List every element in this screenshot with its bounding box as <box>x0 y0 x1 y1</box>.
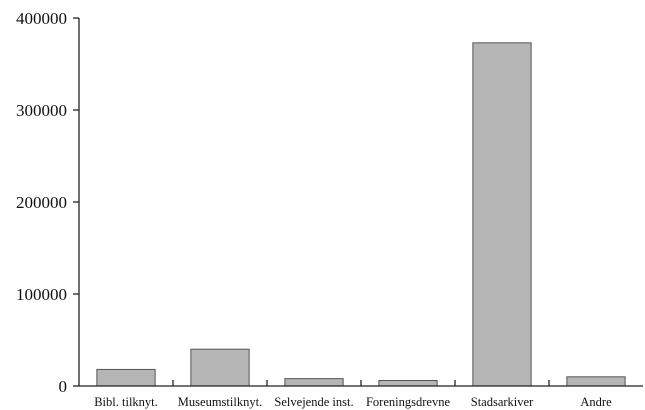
bar-0 <box>96 368 156 387</box>
bar-3 <box>378 379 438 387</box>
x-category-label: Stadsarkiver <box>471 395 534 409</box>
bar-5 <box>566 376 626 387</box>
y-tick-label: 100000 <box>16 285 67 304</box>
y-axis-ticks: 0 100000 200000 300000 400000 <box>16 9 79 396</box>
bars <box>96 42 626 387</box>
bar-2 <box>284 378 344 387</box>
x-axis-labels: Bibl. tilknyt. Museumstilknyt. Selvejende … <box>94 380 612 409</box>
x-category-label: Selvejende inst. <box>274 395 353 409</box>
bar-1 <box>190 348 250 387</box>
bar-4 <box>472 42 532 387</box>
x-category-label: Bibl. tilknyt. <box>94 395 158 409</box>
y-tick-label: 300000 <box>16 101 67 120</box>
y-tick-label: 0 <box>59 377 68 396</box>
x-category-label: Museumstilknyt. <box>178 395 262 409</box>
y-tick-label: 400000 <box>16 9 67 28</box>
y-tick-label: 200000 <box>16 193 67 212</box>
x-category-label: Andre <box>580 395 612 409</box>
x-category-label: Foreningsdrevne <box>366 395 450 409</box>
